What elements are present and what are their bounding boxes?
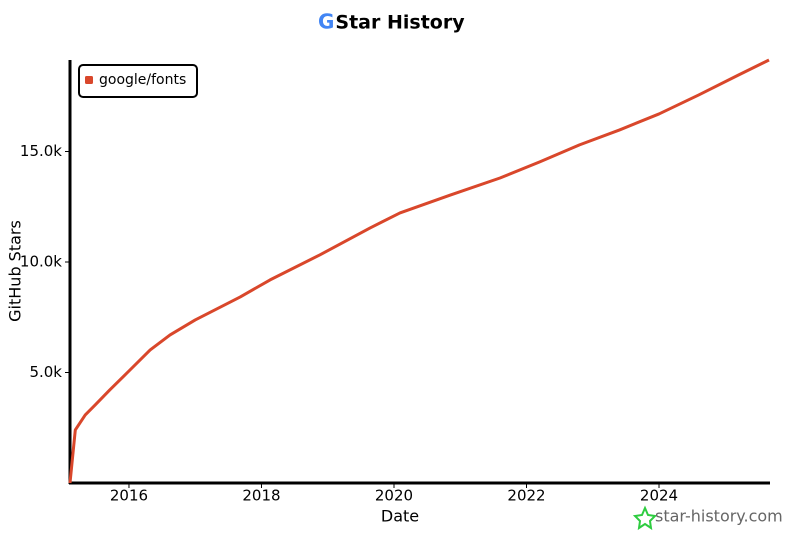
watermark-icon (632, 505, 658, 531)
y-axis-label: GitHub Stars (6, 220, 25, 322)
y-tick-label: 10.0k (20, 252, 62, 270)
y-tick-label: 5.0k (29, 363, 62, 381)
series-line (68, 58, 770, 484)
svg-text:G: G (318, 10, 334, 34)
legend-label: google/fonts (99, 72, 186, 88)
x-axis-label: Date (381, 507, 419, 526)
title-icon: G (318, 10, 334, 34)
watermark: star-history.com (655, 507, 783, 526)
x-tick-label: 2018 (242, 487, 280, 505)
x-tick-label: 2020 (375, 487, 413, 505)
legend-box (78, 64, 198, 98)
x-tick-label: 2024 (640, 487, 678, 505)
y-tick-label: 15.0k (20, 142, 62, 160)
x-tick-label: 2016 (110, 487, 148, 505)
x-tick-label: 2022 (507, 487, 545, 505)
chart-title: Star History (335, 12, 465, 34)
legend-swatch (85, 76, 93, 84)
